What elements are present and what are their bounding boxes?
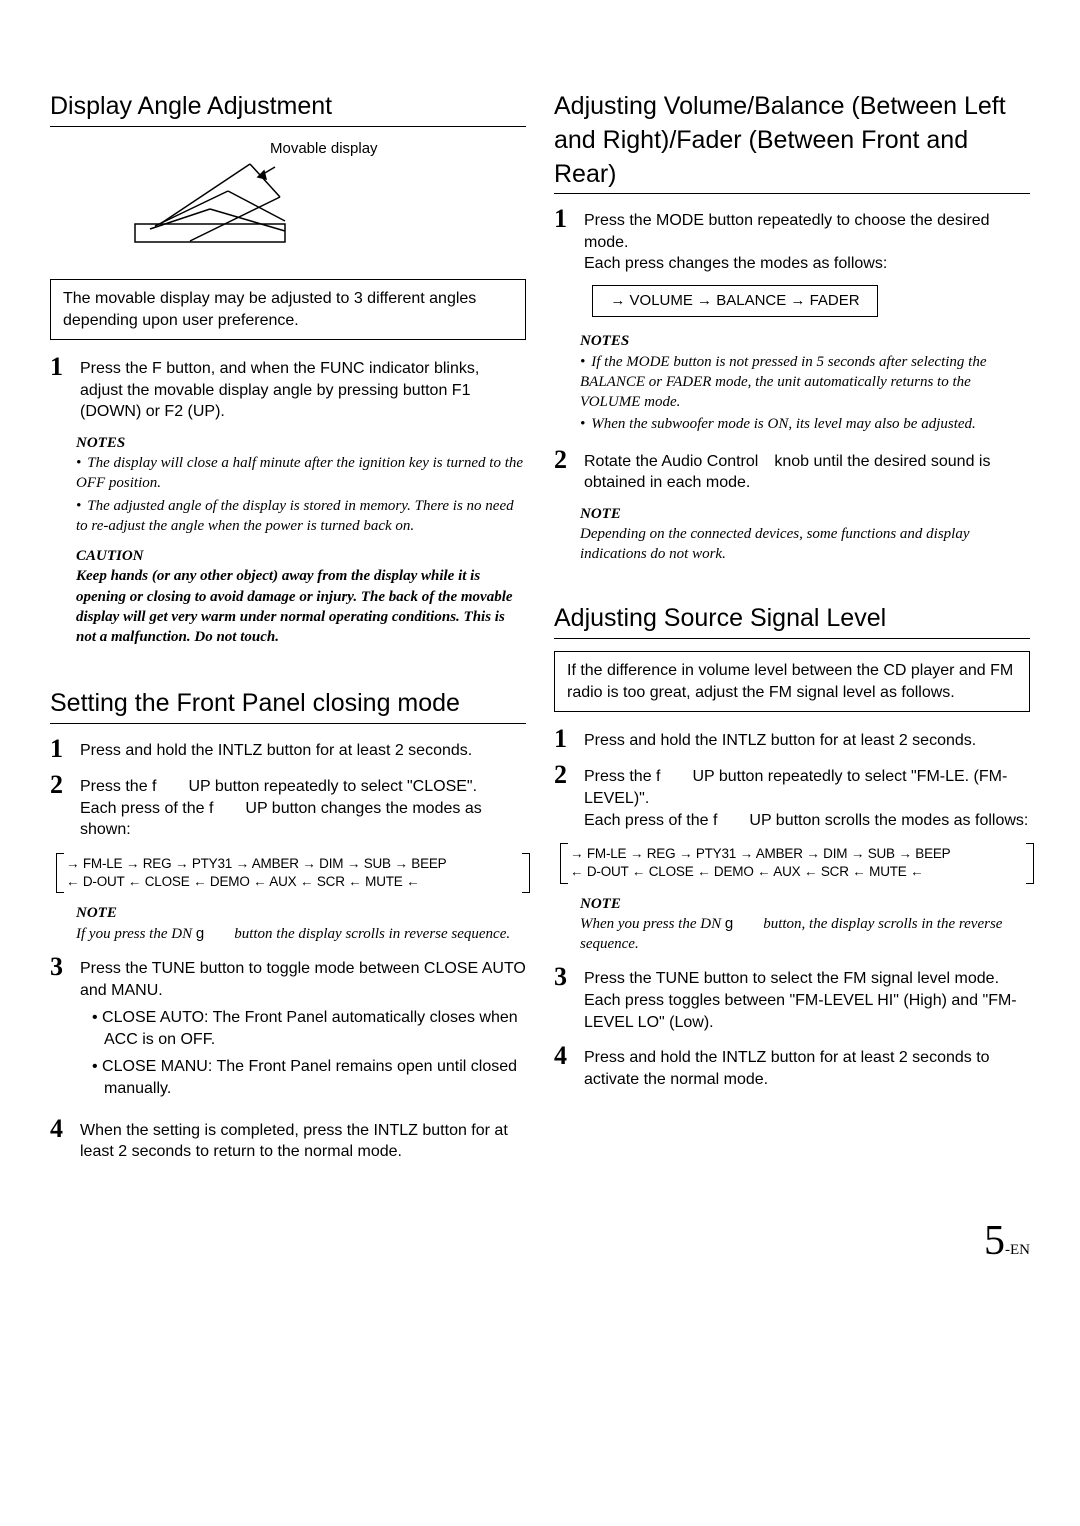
step-2: 2 Rotate the Audio Control knob until th… xyxy=(554,447,1030,494)
step-text-line: Press the f UP button repeatedly to sele… xyxy=(80,778,477,795)
step-2: 2 Press the f UP button repeatedly to se… xyxy=(50,772,526,841)
step-number: 2 xyxy=(50,772,70,841)
step-4: 4 Press and hold the INTLZ button for at… xyxy=(554,1043,1030,1090)
step-number: 1 xyxy=(50,736,70,762)
note-item: The display will close a half minute aft… xyxy=(76,453,526,494)
step-text-line: Each press changes the modes as follows: xyxy=(584,255,887,272)
step-text-line: Press the f UP button repeatedly to sele… xyxy=(584,768,1007,807)
cycle-top: FM-LE → REG → PTY31 → AMBER → DIM → SUB … xyxy=(83,856,447,871)
cycle-text: → VOLUME → BALANCE → FADER xyxy=(580,291,890,311)
step-4: 4 When the setting is completed, press t… xyxy=(50,1116,526,1163)
step-text: Press the TUNE button to select the FM s… xyxy=(584,964,1030,1033)
section-title: Setting the Front Panel closing mode xyxy=(50,687,526,724)
step-text-line: Each press of the f UP button scrolls th… xyxy=(584,812,1028,829)
step-text: Press the f UP button repeatedly to sele… xyxy=(80,772,526,841)
step-text: Press the f UP button repeatedly to sele… xyxy=(584,762,1030,831)
step-1: 1 Press the F button, and when the FUNC … xyxy=(50,354,526,423)
step-1: 1 Press and hold the INTLZ button for at… xyxy=(554,726,1030,752)
diagram-label: Movable display xyxy=(270,139,526,159)
note-header: NOTE xyxy=(76,903,526,923)
page-number: 5-EN xyxy=(50,1213,1030,1270)
step-number: 4 xyxy=(50,1116,70,1163)
step-text-line: Each press of the f UP button changes th… xyxy=(80,800,482,839)
note-header: NOTE xyxy=(580,504,1030,524)
note-text: When you press the DN g button, the disp… xyxy=(580,914,1030,955)
step-number: 2 xyxy=(554,762,574,831)
sublist-item: CLOSE AUTO: The Front Panel automaticall… xyxy=(92,1007,526,1050)
cycle-top: FM-LE → REG → PTY31 → AMBER → DIM → SUB … xyxy=(587,846,951,861)
step-number: 2 xyxy=(554,447,574,494)
step-text: Press and hold the INTLZ button for at l… xyxy=(584,1043,1030,1090)
step-1: 1 Press the MODE button repeatedly to ch… xyxy=(554,206,1030,275)
step-text: Press the TUNE button to toggle mode bet… xyxy=(80,954,526,1106)
sublist: CLOSE AUTO: The Front Panel automaticall… xyxy=(92,1007,526,1099)
step-text-line: Press the TUNE button to toggle mode bet… xyxy=(80,960,526,999)
step-number: 1 xyxy=(554,726,574,752)
step-3: 3 Press the TUNE button to select the FM… xyxy=(554,964,1030,1033)
notes-list: If the MODE button is not pressed in 5 s… xyxy=(580,352,1030,435)
cycle-bot: D-OUT ← CLOSE ← DEMO ← AUX ← SCR ← MUTE xyxy=(83,874,403,889)
step-text: Press the MODE button repeatedly to choo… xyxy=(584,206,1030,275)
step-number: 1 xyxy=(554,206,574,275)
step-text: Press and hold the INTLZ button for at l… xyxy=(80,736,526,762)
step-text: Rotate the Audio Control knob until the … xyxy=(584,447,1030,494)
section-title: Adjusting Source Signal Level xyxy=(554,602,1030,639)
step-number: 4 xyxy=(554,1043,574,1090)
page-num-big: 5 xyxy=(984,1218,1005,1264)
caution-header: CAUTION xyxy=(76,546,526,566)
note-item: If the MODE button is not pressed in 5 s… xyxy=(580,352,1030,413)
step-1: 1 Press and hold the INTLZ button for at… xyxy=(50,736,526,762)
caution-body: Keep hands (or any other object) away fr… xyxy=(76,566,526,647)
note-text: Depending on the connected devices, some… xyxy=(580,524,1030,565)
page-content: Display Angle Adjustment Movable display xyxy=(50,90,1030,1173)
step-number: 3 xyxy=(554,964,574,1033)
note-item: The adjusted angle of the display is sto… xyxy=(76,496,526,537)
step-number: 1 xyxy=(50,354,70,423)
page-num-suffix: -EN xyxy=(1005,1242,1030,1258)
note-item: When the subwoofer mode is ON, its level… xyxy=(580,414,1030,434)
notes-header: NOTES xyxy=(580,331,1030,351)
left-column: Display Angle Adjustment Movable display xyxy=(50,90,526,1173)
info-box: The movable display may be adjusted to 3… xyxy=(50,279,526,340)
note-text: If you press the DN g button the display… xyxy=(76,924,526,944)
section-title: Display Angle Adjustment xyxy=(50,90,526,127)
notes-header: NOTES xyxy=(76,433,526,453)
display-angle-icon xyxy=(50,149,390,259)
step-number: 3 xyxy=(50,954,70,1106)
volume-cycle-diagram: → VOLUME → BALANCE → FADER xyxy=(580,285,890,317)
step-2: 2 Press the f UP button repeatedly to se… xyxy=(554,762,1030,831)
step-text: Press and hold the INTLZ button for at l… xyxy=(584,726,1030,752)
cycle-bot: D-OUT ← CLOSE ← DEMO ← AUX ← SCR ← MUTE xyxy=(587,864,907,879)
step-text: Press the F button, and when the FUNC in… xyxy=(80,354,526,423)
info-box: If the difference in volume level betwee… xyxy=(554,651,1030,712)
section-title: Adjusting Volume/Balance (Between Left a… xyxy=(554,90,1030,194)
mode-cycle-diagram: → FM-LE → REG → PTY31 → AMBER → DIM → SU… xyxy=(60,851,526,895)
sublist-item: CLOSE MANU: The Front Panel remains open… xyxy=(92,1056,526,1099)
notes-list: The display will close a half minute aft… xyxy=(76,453,526,536)
step-text-line: Press the MODE button repeatedly to choo… xyxy=(584,212,990,251)
mode-cycle-diagram: → FM-LE → REG → PTY31 → AMBER → DIM → SU… xyxy=(564,841,1030,885)
right-column: Adjusting Volume/Balance (Between Left a… xyxy=(554,90,1030,1173)
step-text: When the setting is completed, press the… xyxy=(80,1116,526,1163)
note-header: NOTE xyxy=(580,894,1030,914)
step-3: 3 Press the TUNE button to toggle mode b… xyxy=(50,954,526,1106)
movable-display-diagram: Movable display xyxy=(50,139,526,259)
